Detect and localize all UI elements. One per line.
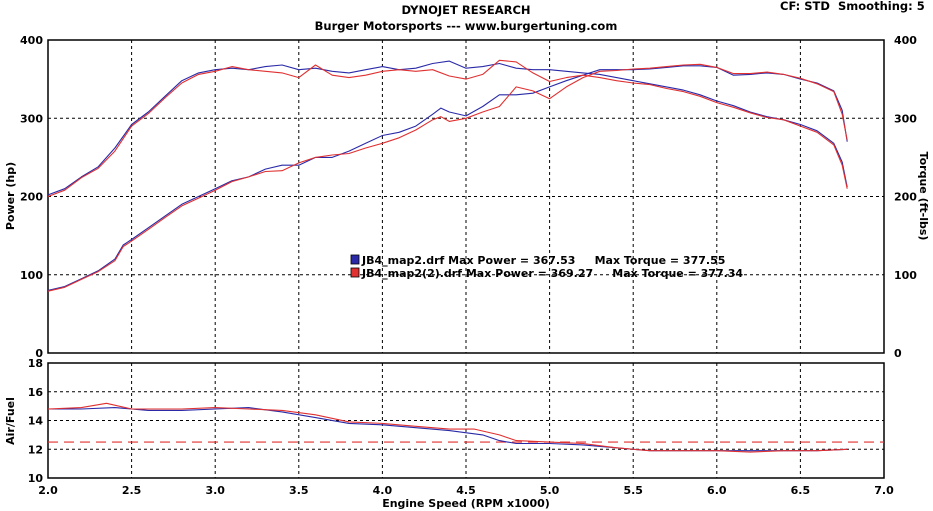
x-tick-label: 3.5 (289, 484, 309, 497)
y-tick-label: 300 (20, 112, 43, 125)
torque-series-line (47, 59, 848, 198)
air-fuel-plot: 10 12 14 16 18 2.0 2.5 3.0 3.5 4.0 4.5 5.0 5.5 6.0 6.5… (28, 357, 894, 497)
power-torque-plot: 0 100 200 300 400 0 100 200 300 400 (20, 34, 917, 360)
y-tick-label: 10 (28, 472, 44, 485)
afr-series-line (47, 402, 848, 453)
y2-tick-label: 200 (894, 191, 917, 204)
legend: JB4_map2.drf Max Power = 367.53 Max Torq… (350, 254, 743, 280)
legend-swatch (350, 254, 360, 265)
y2-tick-label: 400 (894, 34, 917, 47)
legend-swatch (350, 267, 360, 278)
y-tick-label: 18 (28, 357, 43, 370)
chart-subtitle: Burger Motorsports --- www.burgertuning.… (315, 19, 618, 33)
y2-tick-label: 100 (894, 269, 917, 282)
x-tick-label: 6.0 (707, 484, 727, 497)
x-tick-label: 7.0 (874, 484, 894, 497)
power-axis-label: Power (hp) (4, 162, 17, 230)
y-tick-label: 200 (20, 191, 43, 204)
y-tick-label: 100 (20, 269, 43, 282)
y2-tick-label: 0 (894, 347, 902, 360)
x-tick-label: 4.5 (456, 484, 476, 497)
afr-axis-label: Air/Fuel (4, 397, 17, 445)
legend-entry: JB4_map2.drf Max Power = 367.53 Max Torq… (361, 254, 725, 267)
power-series-line (47, 63, 848, 292)
y-tick-label: 16 (28, 386, 44, 399)
x-tick-label: 6.5 (791, 484, 811, 497)
x-tick-label: 2.0 (38, 484, 58, 497)
power-series-line (47, 65, 848, 291)
x-tick-label: 5.0 (540, 484, 560, 497)
legend-entry: JB4_map2(2).drf Max Power = 369.27 Max T… (361, 267, 743, 280)
y-tick-label: 400 (20, 34, 43, 47)
y2-tick-label: 300 (894, 112, 917, 125)
x-tick-label: 3.0 (205, 484, 225, 497)
torque-axis-label: Torque (ft-lbs) (917, 152, 930, 241)
x-tick-label: 5.5 (623, 484, 643, 497)
y-tick-label: 14 (28, 415, 44, 428)
x-tick-label: 4.0 (373, 484, 393, 497)
torque-series-line (47, 60, 848, 196)
x-tick-label: 2.5 (122, 484, 142, 497)
cf-label: CF: STD (780, 0, 830, 13)
y-tick-label: 12 (28, 443, 43, 456)
chart-title: DYNOJET RESEARCH (401, 3, 530, 17)
smoothing-label: Smoothing: 5 (838, 0, 925, 13)
y-tick-label: 0 (35, 347, 43, 360)
x-axis-label: Engine Speed (RPM x1000) (382, 497, 550, 510)
